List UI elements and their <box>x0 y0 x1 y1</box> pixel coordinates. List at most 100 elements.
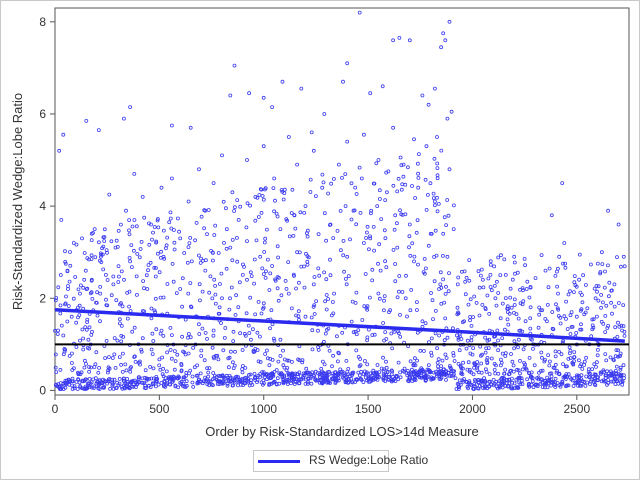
data-point <box>331 376 336 381</box>
data-point <box>439 45 444 50</box>
data-point <box>324 307 329 312</box>
data-point <box>96 386 101 391</box>
data-point <box>450 326 455 331</box>
data-point <box>87 376 92 381</box>
data-point <box>104 297 108 302</box>
data-point <box>186 245 191 250</box>
data-point <box>294 286 298 291</box>
data-point <box>384 337 389 341</box>
data-point <box>608 369 613 374</box>
data-point <box>154 327 159 332</box>
data-point <box>337 351 341 356</box>
data-point <box>383 372 388 377</box>
data-point <box>198 371 203 376</box>
data-point <box>94 350 99 355</box>
data-point <box>451 351 456 355</box>
data-point <box>556 266 560 271</box>
data-point <box>312 275 317 279</box>
data-point <box>287 234 292 239</box>
data-point <box>370 278 375 283</box>
data-point <box>405 368 410 373</box>
data-point <box>569 325 574 329</box>
data-point <box>412 137 416 142</box>
data-point <box>333 381 338 385</box>
data-point <box>260 370 265 375</box>
data-point <box>578 378 582 383</box>
data-point <box>521 288 525 293</box>
data-point <box>196 379 201 384</box>
data-point <box>187 241 192 246</box>
data-point <box>178 236 183 241</box>
data-point <box>247 372 251 377</box>
data-point <box>433 331 438 336</box>
data-point <box>553 273 558 278</box>
data-point <box>115 244 120 249</box>
data-point <box>415 161 420 166</box>
data-point <box>97 378 102 383</box>
data-point <box>224 227 229 232</box>
data-point <box>222 240 226 245</box>
data-point <box>492 367 497 372</box>
x-tick-label: 2000 <box>459 402 486 416</box>
data-point <box>433 308 438 313</box>
data-point <box>197 298 202 303</box>
data-point <box>286 135 291 139</box>
data-point <box>379 366 384 371</box>
data-point <box>223 326 228 330</box>
data-point <box>66 287 70 291</box>
data-point <box>557 254 562 259</box>
data-point <box>508 295 513 300</box>
data-point <box>506 322 511 327</box>
data-point <box>176 376 180 381</box>
data-point <box>613 354 618 359</box>
data-point <box>272 369 277 374</box>
x-axis-title: Order by Risk-Standardized LOS>14d Measu… <box>205 424 479 439</box>
data-point <box>436 201 441 206</box>
data-point <box>393 213 398 218</box>
data-point <box>401 162 406 167</box>
data-point <box>270 105 275 109</box>
data-point <box>242 331 247 336</box>
data-point <box>572 359 576 364</box>
data-point <box>343 172 348 177</box>
data-point <box>326 326 331 331</box>
data-point <box>85 320 89 325</box>
data-point <box>603 352 608 357</box>
data-point <box>210 258 215 263</box>
data-point <box>479 361 484 366</box>
data-point <box>222 335 227 340</box>
data-point <box>372 332 377 337</box>
data-point <box>375 363 380 367</box>
data-point <box>435 209 440 214</box>
data-point <box>297 317 301 322</box>
data-point <box>92 365 97 369</box>
data-point <box>279 371 284 376</box>
data-point <box>285 382 290 386</box>
data-point <box>584 355 588 360</box>
data-point <box>268 356 273 361</box>
data-point <box>322 270 327 275</box>
data-point <box>555 306 560 311</box>
data-point <box>451 227 456 232</box>
data-point <box>564 372 569 377</box>
data-point <box>106 365 111 370</box>
data-point <box>498 363 503 368</box>
data-point <box>556 314 561 318</box>
data-point <box>348 237 352 242</box>
data-point <box>294 376 299 381</box>
data-point <box>533 383 538 388</box>
data-point <box>391 125 396 130</box>
data-point <box>260 193 265 198</box>
data-point <box>465 338 470 343</box>
data-point <box>411 363 416 367</box>
data-point <box>479 383 484 388</box>
data-point <box>157 363 162 368</box>
data-point <box>200 326 205 331</box>
data-point <box>63 261 68 266</box>
data-point <box>153 296 158 301</box>
data-point <box>207 290 212 295</box>
data-point <box>568 289 572 294</box>
data-point <box>89 257 94 262</box>
data-point <box>416 185 421 190</box>
data-point <box>259 380 264 385</box>
